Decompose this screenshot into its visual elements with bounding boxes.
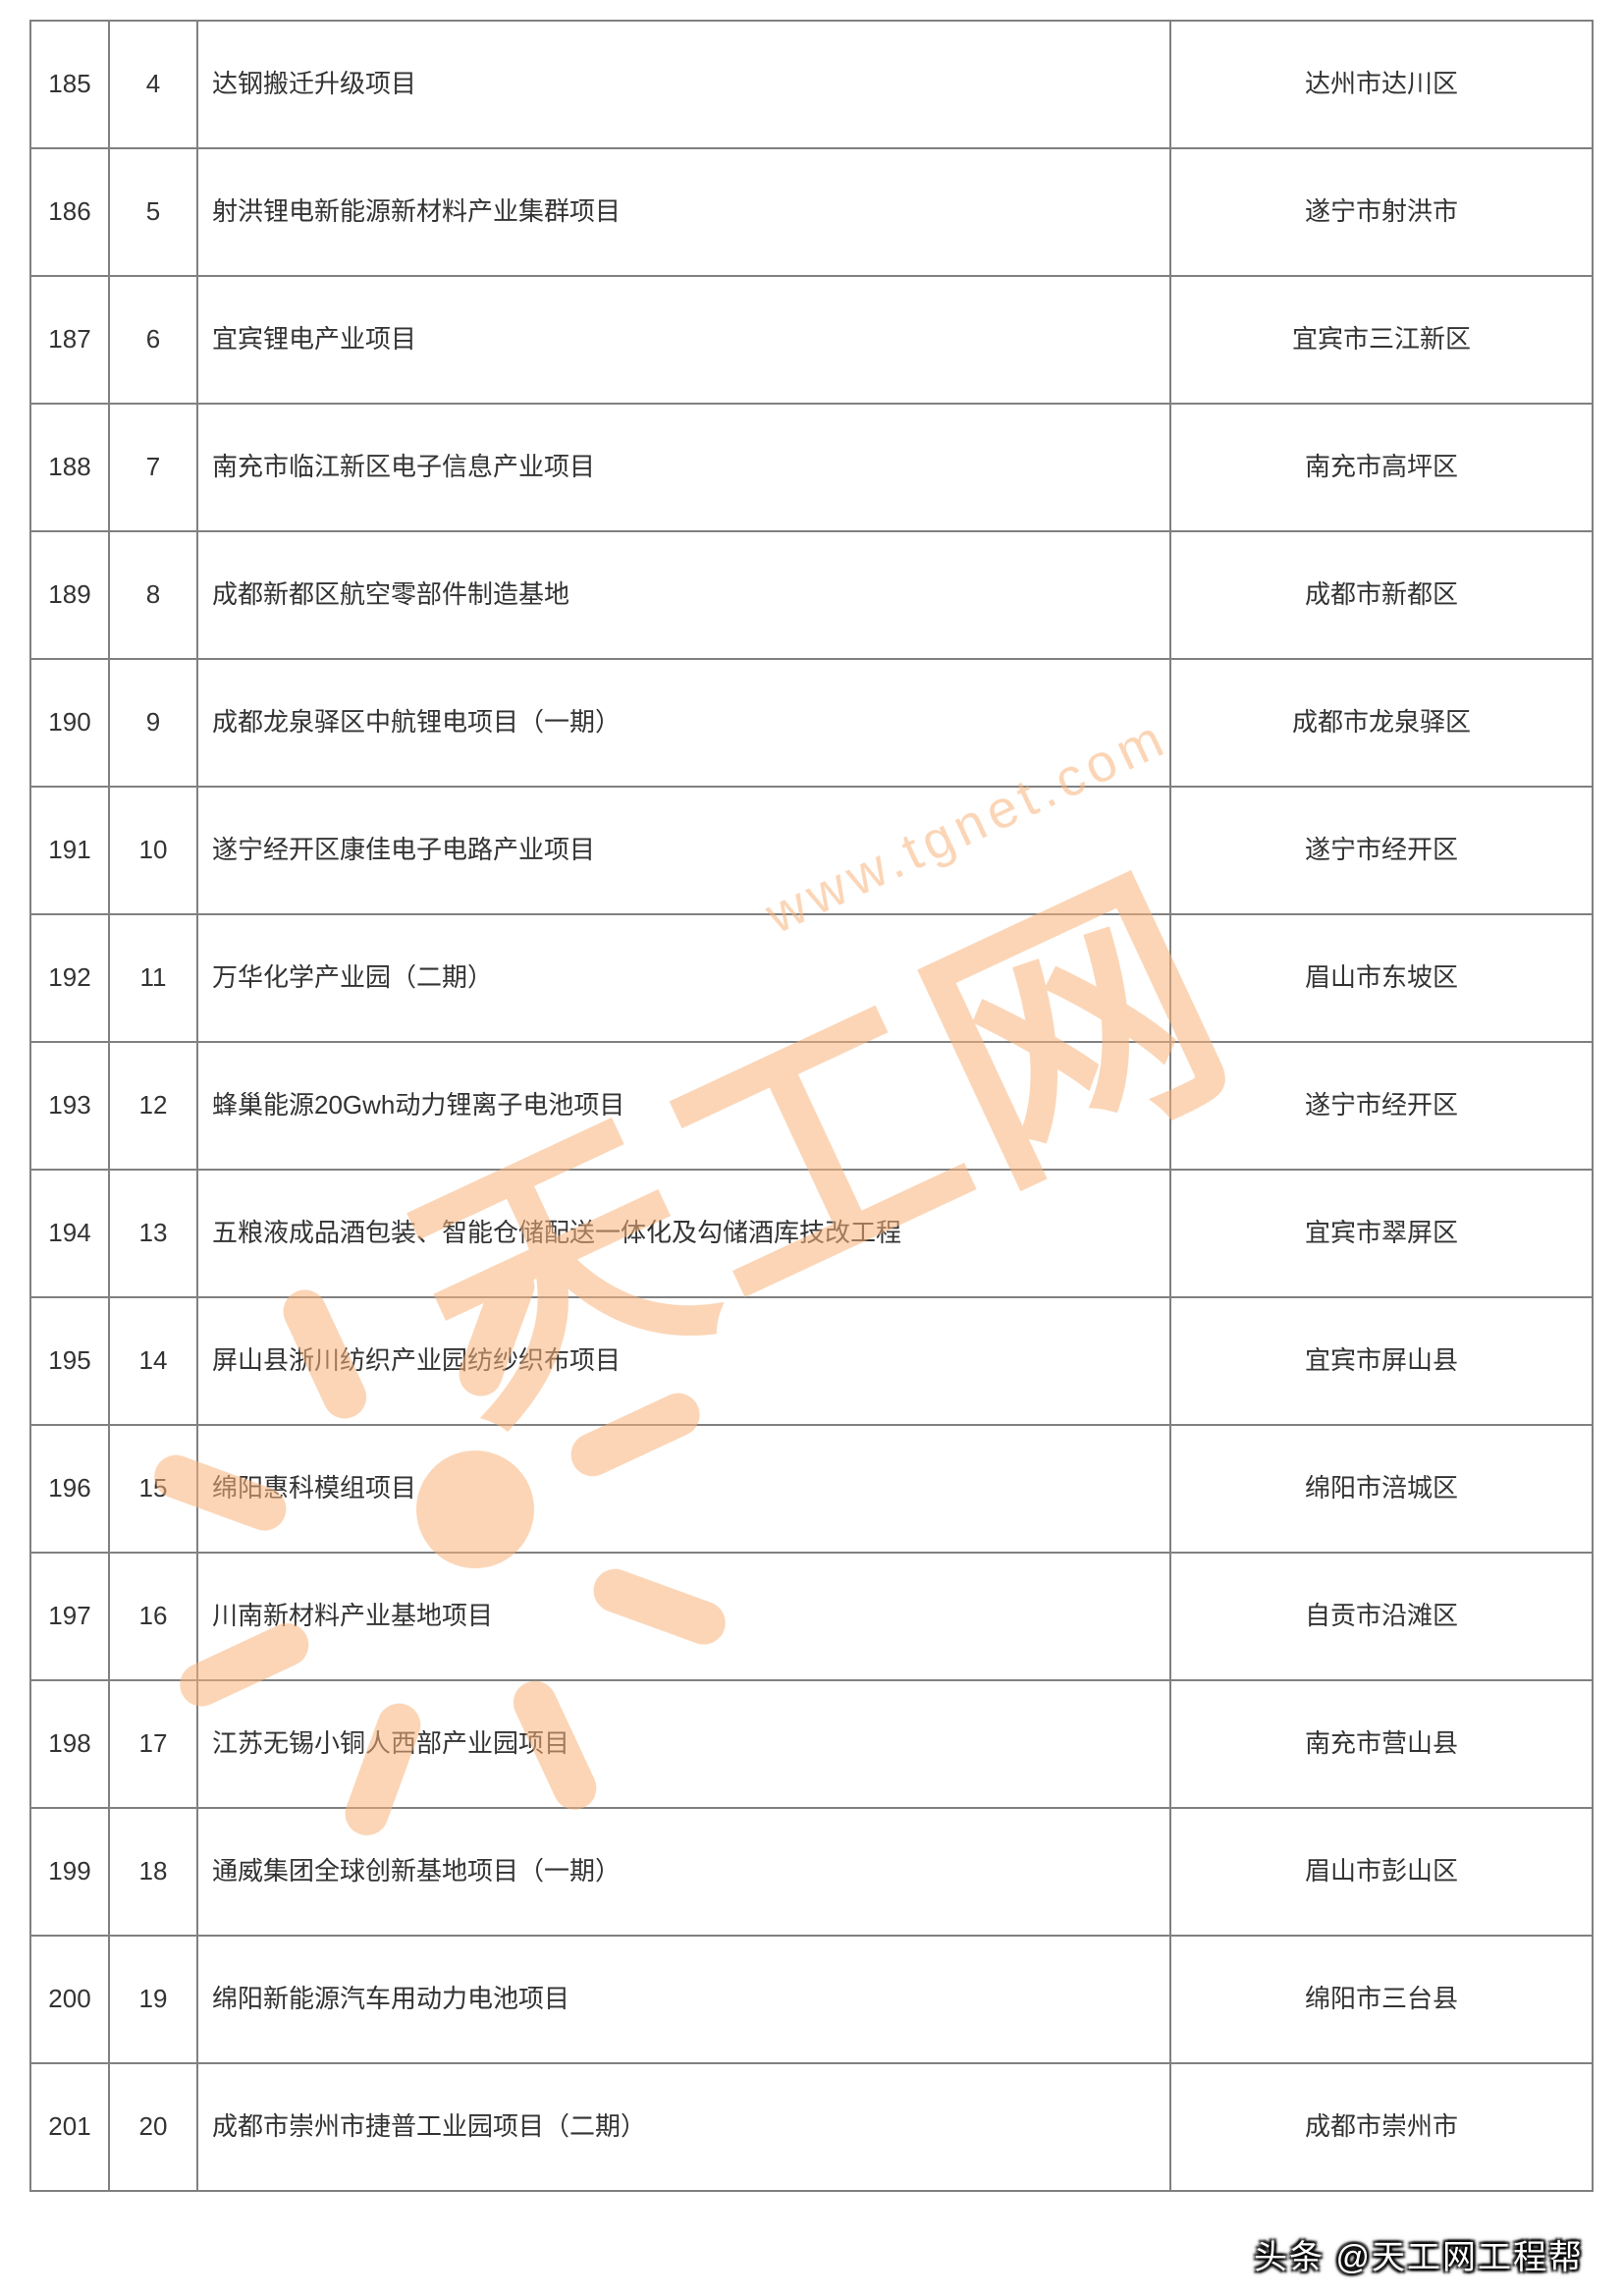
table-row: 1854达钢搬迁升级项目达州市达川区 xyxy=(30,21,1593,148)
cell-index: 195 xyxy=(30,1297,109,1425)
cell-project-name: 南充市临江新区电子信息产业项目 xyxy=(197,404,1170,531)
table-row: 19817江苏无锡小铜人西部产业园项目南充市营山县 xyxy=(30,1680,1593,1808)
table-row: 19211万华化学产业园（二期）眉山市东坡区 xyxy=(30,914,1593,1042)
project-table-container: 1854达钢搬迁升级项目达州市达川区1865射洪锂电新能源新材料产业集群项目遂宁… xyxy=(0,0,1623,2192)
cell-index: 193 xyxy=(30,1042,109,1170)
cell-index: 198 xyxy=(30,1680,109,1808)
cell-location: 成都市新都区 xyxy=(1170,531,1593,659)
cell-location: 遂宁市射洪市 xyxy=(1170,148,1593,276)
cell-sub-index: 5 xyxy=(109,148,197,276)
cell-index: 188 xyxy=(30,404,109,531)
table-row: 1865射洪锂电新能源新材料产业集群项目遂宁市射洪市 xyxy=(30,148,1593,276)
cell-index: 199 xyxy=(30,1808,109,1936)
cell-index: 197 xyxy=(30,1553,109,1680)
cell-location: 南充市高坪区 xyxy=(1170,404,1593,531)
cell-sub-index: 18 xyxy=(109,1808,197,1936)
cell-sub-index: 10 xyxy=(109,787,197,914)
cell-sub-index: 15 xyxy=(109,1425,197,1553)
table-row: 19413五粮液成品酒包装、智能仓储配送一体化及勾储酒库技改工程宜宾市翠屏区 xyxy=(30,1170,1593,1297)
cell-location: 南充市营山县 xyxy=(1170,1680,1593,1808)
cell-location: 达州市达川区 xyxy=(1170,21,1593,148)
cell-project-name: 成都龙泉驿区中航锂电项目（一期） xyxy=(197,659,1170,787)
cell-project-name: 成都新都区航空零部件制造基地 xyxy=(197,531,1170,659)
cell-location: 成都市崇州市 xyxy=(1170,2063,1593,2191)
cell-sub-index: 11 xyxy=(109,914,197,1042)
table-row: 1898成都新都区航空零部件制造基地成都市新都区 xyxy=(30,531,1593,659)
cell-location: 眉山市东坡区 xyxy=(1170,914,1593,1042)
cell-project-name: 绵阳惠科模组项目 xyxy=(197,1425,1170,1553)
cell-sub-index: 12 xyxy=(109,1042,197,1170)
table-row: 19615绵阳惠科模组项目绵阳市涪城区 xyxy=(30,1425,1593,1553)
cell-location: 遂宁市经开区 xyxy=(1170,1042,1593,1170)
cell-project-name: 射洪锂电新能源新材料产业集群项目 xyxy=(197,148,1170,276)
cell-location: 绵阳市三台县 xyxy=(1170,1936,1593,2063)
table-row: 19312蜂巢能源20Gwh动力锂离子电池项目遂宁市经开区 xyxy=(30,1042,1593,1170)
table-row: 1887南充市临江新区电子信息产业项目南充市高坪区 xyxy=(30,404,1593,531)
cell-project-name: 通威集团全球创新基地项目（一期） xyxy=(197,1808,1170,1936)
cell-project-name: 屏山县浙川纺织产业园纺纱织布项目 xyxy=(197,1297,1170,1425)
cell-location: 绵阳市涪城区 xyxy=(1170,1425,1593,1553)
cell-sub-index: 9 xyxy=(109,659,197,787)
cell-index: 189 xyxy=(30,531,109,659)
cell-index: 194 xyxy=(30,1170,109,1297)
cell-index: 192 xyxy=(30,914,109,1042)
cell-sub-index: 20 xyxy=(109,2063,197,2191)
cell-sub-index: 8 xyxy=(109,531,197,659)
cell-location: 宜宾市翠屏区 xyxy=(1170,1170,1593,1297)
cell-project-name: 江苏无锡小铜人西部产业园项目 xyxy=(197,1680,1170,1808)
table-row: 1876宜宾锂电产业项目宜宾市三江新区 xyxy=(30,276,1593,404)
attribution-text: 头条 @天工网工程帮 xyxy=(1254,2230,1584,2278)
project-table: 1854达钢搬迁升级项目达州市达川区1865射洪锂电新能源新材料产业集群项目遂宁… xyxy=(29,20,1594,2192)
cell-project-name: 绵阳新能源汽车用动力电池项目 xyxy=(197,1936,1170,2063)
project-table-body: 1854达钢搬迁升级项目达州市达川区1865射洪锂电新能源新材料产业集群项目遂宁… xyxy=(30,21,1593,2191)
cell-project-name: 达钢搬迁升级项目 xyxy=(197,21,1170,148)
cell-project-name: 五粮液成品酒包装、智能仓储配送一体化及勾储酒库技改工程 xyxy=(197,1170,1170,1297)
cell-location: 自贡市沿滩区 xyxy=(1170,1553,1593,1680)
cell-project-name: 蜂巢能源20Gwh动力锂离子电池项目 xyxy=(197,1042,1170,1170)
cell-project-name: 遂宁经开区康佳电子电路产业项目 xyxy=(197,787,1170,914)
cell-project-name: 川南新材料产业基地项目 xyxy=(197,1553,1170,1680)
cell-index: 201 xyxy=(30,2063,109,2191)
cell-index: 185 xyxy=(30,21,109,148)
cell-index: 190 xyxy=(30,659,109,787)
cell-sub-index: 4 xyxy=(109,21,197,148)
cell-project-name: 万华化学产业园（二期） xyxy=(197,914,1170,1042)
table-row: 19110遂宁经开区康佳电子电路产业项目遂宁市经开区 xyxy=(30,787,1593,914)
cell-index: 196 xyxy=(30,1425,109,1553)
cell-sub-index: 16 xyxy=(109,1553,197,1680)
cell-project-name: 成都市崇州市捷普工业园项目（二期） xyxy=(197,2063,1170,2191)
cell-location: 成都市龙泉驿区 xyxy=(1170,659,1593,787)
cell-sub-index: 6 xyxy=(109,276,197,404)
cell-sub-index: 13 xyxy=(109,1170,197,1297)
table-row: 19514屏山县浙川纺织产业园纺纱织布项目宜宾市屏山县 xyxy=(30,1297,1593,1425)
cell-location: 遂宁市经开区 xyxy=(1170,787,1593,914)
cell-sub-index: 19 xyxy=(109,1936,197,2063)
cell-sub-index: 14 xyxy=(109,1297,197,1425)
cell-location: 眉山市彭山区 xyxy=(1170,1808,1593,1936)
table-row: 1909成都龙泉驿区中航锂电项目（一期）成都市龙泉驿区 xyxy=(30,659,1593,787)
cell-sub-index: 17 xyxy=(109,1680,197,1808)
table-row: 20019绵阳新能源汽车用动力电池项目绵阳市三台县 xyxy=(30,1936,1593,2063)
cell-location: 宜宾市屏山县 xyxy=(1170,1297,1593,1425)
cell-project-name: 宜宾锂电产业项目 xyxy=(197,276,1170,404)
cell-index: 191 xyxy=(30,787,109,914)
table-row: 19918通威集团全球创新基地项目（一期）眉山市彭山区 xyxy=(30,1808,1593,1936)
table-row: 19716川南新材料产业基地项目自贡市沿滩区 xyxy=(30,1553,1593,1680)
cell-location: 宜宾市三江新区 xyxy=(1170,276,1593,404)
table-row: 20120成都市崇州市捷普工业园项目（二期）成都市崇州市 xyxy=(30,2063,1593,2191)
cell-sub-index: 7 xyxy=(109,404,197,531)
cell-index: 186 xyxy=(30,148,109,276)
cell-index: 200 xyxy=(30,1936,109,2063)
cell-index: 187 xyxy=(30,276,109,404)
